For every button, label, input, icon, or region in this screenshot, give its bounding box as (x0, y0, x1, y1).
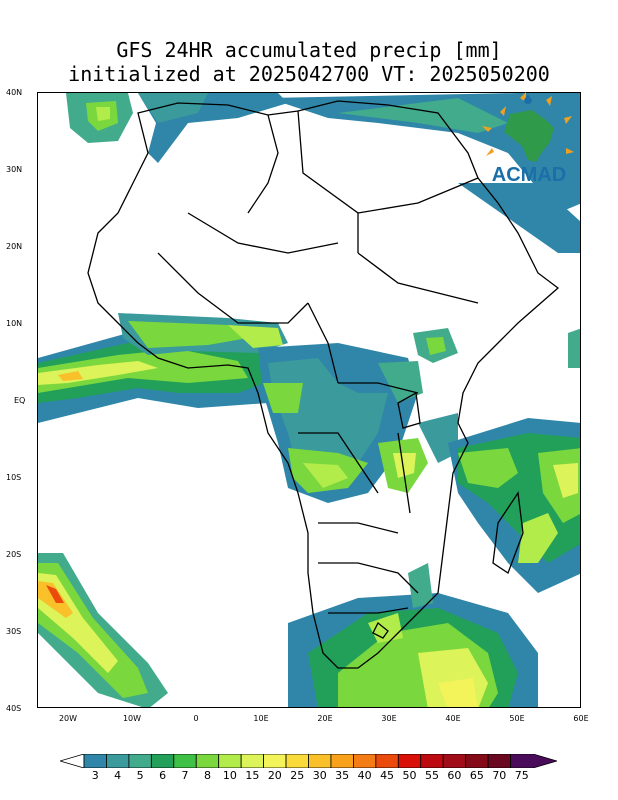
colorbar-swatch (150, 754, 175, 768)
colorbar-swatch (352, 754, 377, 768)
colorbar-swatch (285, 754, 309, 768)
x-tick-label: 60E (573, 714, 589, 723)
colorbar-label: 40 (357, 769, 372, 782)
colorbar-swatch (128, 754, 152, 768)
y-tick-label: 20S (6, 550, 22, 559)
colorbar-label: 3 (91, 769, 99, 782)
colorbar-label: 7 (181, 769, 189, 782)
colorbar-swatch (330, 754, 354, 768)
x-tick-label: 10W (122, 714, 142, 723)
colorbar-swatch (487, 754, 511, 768)
colorbar-label: 70 (492, 769, 507, 782)
colorbar-swatch (465, 754, 489, 768)
colorbar-label: 65 (469, 769, 484, 782)
colorbar-label: 60 (447, 769, 462, 782)
colorbar-swatch (173, 754, 197, 768)
colorbar-label: 5 (136, 769, 144, 782)
y-tick-label: 20N (6, 242, 23, 251)
colorbar-swatch (442, 754, 467, 768)
colorbar-label: 6 (159, 769, 167, 782)
precip-colorbar (60, 754, 557, 768)
colorbar-swatch (83, 754, 107, 768)
colorbar-swatch (195, 754, 220, 768)
map-title-line1: GFS 24HR accumulated precip [mm] (116, 38, 502, 62)
y-tick-label: 30N (6, 165, 23, 174)
x-tick-label: 50E (509, 714, 525, 723)
colorbar-label: 10 (222, 769, 237, 782)
colorbar-swatch (420, 754, 444, 768)
acmad-logo-text: ACMAD (491, 164, 567, 186)
colorbar-label: 55 (424, 769, 439, 782)
coastlines (87, 100, 560, 669)
colorbar-swatch (397, 754, 422, 768)
colorbar-label: 35 (335, 769, 350, 782)
colorbar-swatch (308, 754, 332, 768)
y-tick-label: EQ (14, 396, 26, 405)
colorbar-swatch (510, 754, 557, 768)
colorbar-label: 20 (267, 769, 282, 782)
acmad-logo (482, 92, 574, 162)
x-tick-label: 20W (58, 714, 78, 723)
colorbar-label: 45 (380, 769, 395, 782)
colorbar-swatch (218, 754, 242, 768)
colorbar-under-triangle (60, 754, 85, 768)
precip-shading (38, 93, 580, 707)
x-tick-label: 30E (381, 714, 397, 723)
x-tick-label: 0 (193, 714, 199, 723)
colorbar-label: 50 (402, 769, 417, 782)
colorbar-label: 30 (312, 769, 327, 782)
x-tick-label: 40E (445, 714, 461, 723)
colorbar-swatch (106, 754, 130, 768)
colorbar-label: 8 (203, 769, 211, 782)
map-title-line2: initialized at 2025042700 VT: 2025050200 (68, 62, 550, 86)
colorbar-label: 4 (114, 769, 122, 782)
colorbar-label: 15 (245, 769, 260, 782)
y-tick-label: 40S (6, 704, 22, 713)
precipitation-map (37, 92, 581, 708)
colorbar-swatch (263, 754, 287, 768)
colorbar-label: 25 (290, 769, 305, 782)
x-tick-label: 10E (253, 714, 269, 723)
colorbar-label: 75 (514, 769, 529, 782)
y-tick-label: 10S (6, 473, 22, 482)
colorbar-swatch (375, 754, 399, 768)
y-tick-label: 10N (6, 319, 23, 328)
colorbar-swatch (240, 754, 264, 768)
y-tick-label: 30S (6, 627, 22, 636)
map-canvas (38, 93, 580, 707)
x-tick-label: 20E (317, 714, 333, 723)
y-tick-label: 40N (6, 88, 23, 97)
